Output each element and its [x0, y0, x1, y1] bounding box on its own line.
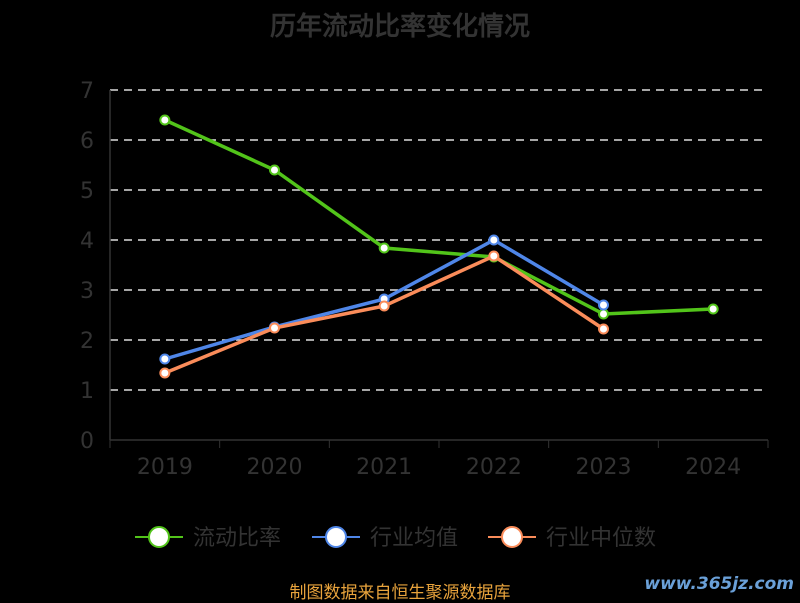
x-tick-label: 2022 — [466, 455, 522, 480]
data-point — [269, 322, 280, 334]
source-note: 制图数据来自恒生聚源数据库 — [289, 583, 511, 603]
x-tick-label: 2019 — [137, 455, 193, 480]
legend-marker — [148, 526, 170, 548]
legend-label: 行业中位数 — [546, 526, 656, 551]
legend-marker — [325, 526, 347, 548]
data-point — [269, 164, 280, 176]
y-tick-label: 3 — [80, 279, 94, 304]
data-point — [598, 323, 609, 335]
x-tick-label: 2020 — [247, 455, 303, 480]
legend-label: 流动比率 — [193, 526, 281, 551]
y-tick-label: 2 — [80, 329, 94, 354]
x-tick-label: 2023 — [576, 455, 632, 480]
data-point — [488, 250, 500, 262]
x-tick-label: 2021 — [356, 455, 412, 480]
legend-marker — [501, 526, 523, 548]
data-point — [159, 367, 171, 379]
series-line-0 — [164, 118, 714, 316]
y-tick-label: 0 — [80, 429, 94, 454]
series-line-2 — [164, 254, 605, 375]
y-tick-label: 7 — [80, 79, 94, 104]
y-tick-label: 1 — [80, 379, 94, 404]
y-tick-label: 6 — [80, 129, 94, 154]
data-point — [159, 353, 171, 365]
data-point — [707, 303, 719, 315]
data-point — [378, 300, 390, 312]
watermark: www.365jz.com — [644, 574, 794, 594]
legend-label: 行业均值 — [370, 526, 458, 551]
data-point — [488, 234, 500, 246]
data-point — [378, 242, 390, 254]
y-tick-label: 5 — [80, 179, 94, 204]
data-point — [598, 299, 609, 311]
chart-title: 历年流动比率变化情况 — [269, 12, 530, 42]
x-tick-label: 2024 — [685, 455, 741, 480]
y-tick-label: 4 — [80, 229, 94, 254]
data-point — [598, 308, 609, 320]
data-point — [159, 114, 171, 126]
